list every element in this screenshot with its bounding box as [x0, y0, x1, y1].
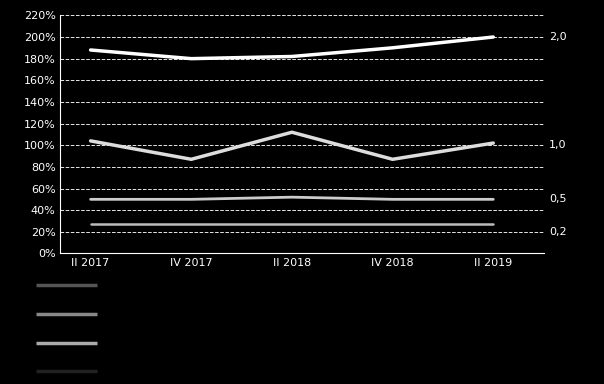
Text: 1,0: 1,0: [549, 140, 567, 150]
Text: wsk. ogólnego zadłużenia: wsk. ogólnego zadłużenia: [109, 280, 252, 290]
Text: 0,5: 0,5: [549, 194, 567, 204]
Text: wsk. zabezpieczenia zob. finansowych kapitałem własnym: wsk. zabezpieczenia zob. finansowych kap…: [109, 338, 435, 348]
Text: wsk. pokrycia majątku kapitałem własnym: wsk. pokrycia majątku kapitałem własnym: [109, 309, 346, 319]
Text: wsk. zadłużenia kapitału własnego: wsk. zadłużenia kapitału własnego: [109, 366, 302, 376]
Text: 2,0: 2,0: [549, 32, 567, 42]
Text: 0,2: 0,2: [549, 227, 567, 237]
